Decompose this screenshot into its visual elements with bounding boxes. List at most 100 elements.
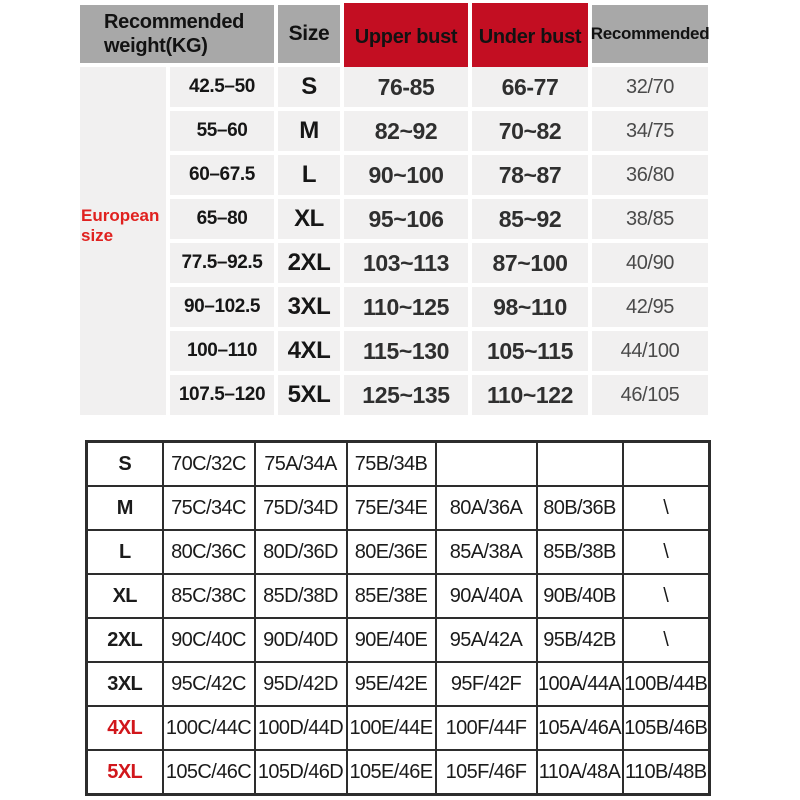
size-label-cell: 4XL: [87, 706, 163, 750]
size-cell: M: [278, 111, 340, 151]
weight-cell: 90–102.5: [170, 287, 274, 327]
conversion-row: 4XL100C/44C100D/44D100E/44E100F/44F105A/…: [87, 706, 710, 750]
weight-cell: 100–110: [170, 331, 274, 371]
cup-size-cell: 105B/46B: [623, 706, 710, 750]
cup-size-cell: 85E/38E: [347, 574, 436, 618]
conversion-row: L80C/36C80D/36D80E/36E85A/38A85B/38B\: [87, 530, 710, 574]
size-cell: 5XL: [278, 375, 340, 415]
header-upper-bust: Upper bust: [344, 3, 468, 71]
recommended-cell: 34/75: [592, 111, 708, 151]
cup-size-cell: 80C/36C: [163, 530, 255, 574]
cup-size-cell: 90D/40D: [255, 618, 347, 662]
cup-size-cell: 80E/36E: [347, 530, 436, 574]
cup-size-cell: 100B/44B: [623, 662, 710, 706]
upper-bust-cell: 125~135: [344, 375, 468, 415]
cup-size-cell: 95A/42A: [436, 618, 537, 662]
cup-size-cell: 90A/40A: [436, 574, 537, 618]
size-label-cell: L: [87, 530, 163, 574]
conversion-row: 3XL95C/42C95D/42D95E/42E95F/42F100A/44A1…: [87, 662, 710, 706]
cup-size-cell: 95C/42C: [163, 662, 255, 706]
cup-size-conversion-table: S70C/32C75A/34A75B/34BM75C/34C75D/34D75E…: [85, 440, 708, 796]
cup-size-cell: \: [623, 574, 710, 618]
cup-size-cell: 90C/40C: [163, 618, 255, 662]
under-bust-cell: 87~100: [472, 243, 588, 283]
cup-size-cell: 110A/48A: [537, 750, 623, 795]
size-cell: 3XL: [278, 287, 340, 327]
header-recommended-weight: Recommended weight(KG): [80, 5, 274, 63]
cup-size-cell: \: [623, 618, 710, 662]
cup-size-cell: 75A/34A: [255, 442, 347, 487]
cup-size-cell: 90B/40B: [537, 574, 623, 618]
upper-bust-cell: 82~92: [344, 111, 468, 151]
cup-size-cell: 95F/42F: [436, 662, 537, 706]
cup-size-cell: 105C/46C: [163, 750, 255, 795]
upper-bust-cell: 90~100: [344, 155, 468, 195]
header-recommended-size: Recommended: [592, 5, 708, 63]
recommended-cell: 44/100: [592, 331, 708, 371]
size-cell: XL: [278, 199, 340, 239]
cup-size-cell: [623, 442, 710, 487]
under-bust-cell: 110~122: [472, 375, 588, 415]
conversion-row: M75C/34C75D/34D75E/34E80A/36A80B/36B\: [87, 486, 710, 530]
upper-bust-cell: 110~125: [344, 287, 468, 327]
size-measurement-table: Recommended weight(KG) Size Upper bust U…: [80, 5, 708, 415]
size-label-cell: 2XL: [87, 618, 163, 662]
upper-bust-cell: 103~113: [344, 243, 468, 283]
cup-size-cell: 100C/44C: [163, 706, 255, 750]
upper-bust-cell: 115~130: [344, 331, 468, 371]
cup-size-cell: 75D/34D: [255, 486, 347, 530]
cup-size-cell: 85B/38B: [537, 530, 623, 574]
cup-size-cell: [537, 442, 623, 487]
cup-size-cell: 100F/44F: [436, 706, 537, 750]
cup-size-cell: 80B/36B: [537, 486, 623, 530]
under-bust-cell: 85~92: [472, 199, 588, 239]
weight-cell: 60–67.5: [170, 155, 274, 195]
recommended-cell: 32/70: [592, 67, 708, 107]
cup-size-cell: 85A/38A: [436, 530, 537, 574]
cup-size-cell: 80D/36D: [255, 530, 347, 574]
cup-size-cell: 100E/44E: [347, 706, 436, 750]
size-cell: L: [278, 155, 340, 195]
conversion-row: XL85C/38C85D/38D85E/38E90A/40A90B/40B\: [87, 574, 710, 618]
cup-size-cell: 75B/34B: [347, 442, 436, 487]
cup-size-cell: [436, 442, 537, 487]
under-bust-cell: 78~87: [472, 155, 588, 195]
size-label-cell: M: [87, 486, 163, 530]
weight-cell: 77.5–92.5: [170, 243, 274, 283]
size-label-cell: 5XL: [87, 750, 163, 795]
size-label-cell: 3XL: [87, 662, 163, 706]
cup-size-cell: 85D/38D: [255, 574, 347, 618]
cup-size-cell: 100A/44A: [537, 662, 623, 706]
cup-size-cell: \: [623, 530, 710, 574]
weight-cell: 55–60: [170, 111, 274, 151]
conversion-tbody: S70C/32C75A/34A75B/34BM75C/34C75D/34D75E…: [87, 442, 710, 795]
cup-size-cell: \: [623, 486, 710, 530]
recommended-cell: 40/90: [592, 243, 708, 283]
cup-size-cell: 95B/42B: [537, 618, 623, 662]
cup-size-cell: 95E/42E: [347, 662, 436, 706]
cup-size-cell: 75E/34E: [347, 486, 436, 530]
conversion-row: S70C/32C75A/34A75B/34B: [87, 442, 710, 487]
weight-cell: 65–80: [170, 199, 274, 239]
recommended-cell: 42/95: [592, 287, 708, 327]
recommended-cell: 46/105: [592, 375, 708, 415]
conversion-row: 5XL105C/46C105D/46D105E/46E105F/46F110A/…: [87, 750, 710, 795]
under-bust-cell: 105~115: [472, 331, 588, 371]
size-cell: 2XL: [278, 243, 340, 283]
size-cell: S: [278, 67, 340, 107]
cup-size-cell: 70C/32C: [163, 442, 255, 487]
cup-size-cell: 105D/46D: [255, 750, 347, 795]
cup-size-cell: 85C/38C: [163, 574, 255, 618]
upper-bust-cell: 95~106: [344, 199, 468, 239]
recommended-cell: 38/85: [592, 199, 708, 239]
under-bust-cell: 98~110: [472, 287, 588, 327]
under-bust-cell: 70~82: [472, 111, 588, 151]
cup-size-cell: 105A/46A: [537, 706, 623, 750]
european-size-label: European size: [81, 206, 166, 247]
recommended-cell: 36/80: [592, 155, 708, 195]
header-under-bust: Under bust: [472, 3, 588, 71]
european-size-cell: European size: [80, 67, 166, 415]
cup-size-cell: 110B/48B: [623, 750, 710, 795]
under-bust-cell: 66-77: [472, 67, 588, 107]
size-label-cell: XL: [87, 574, 163, 618]
